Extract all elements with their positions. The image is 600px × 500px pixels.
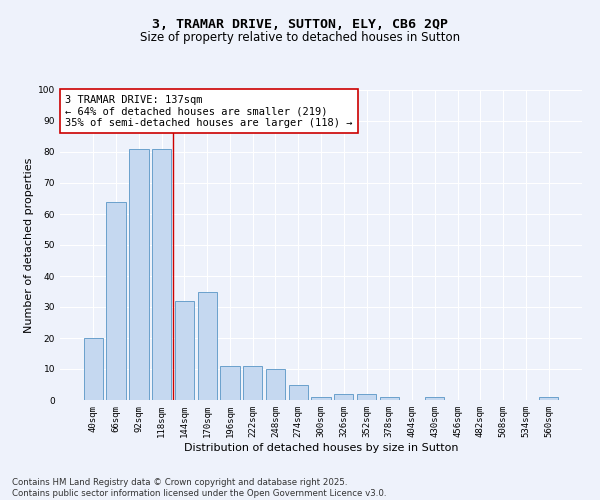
Bar xyxy=(539,397,558,400)
Bar xyxy=(106,202,126,400)
Bar xyxy=(380,397,399,400)
Bar xyxy=(175,301,194,400)
Text: Size of property relative to detached houses in Sutton: Size of property relative to detached ho… xyxy=(140,31,460,44)
X-axis label: Distribution of detached houses by size in Sutton: Distribution of detached houses by size … xyxy=(184,442,458,452)
Bar xyxy=(152,149,172,400)
Text: 3, TRAMAR DRIVE, SUTTON, ELY, CB6 2QP: 3, TRAMAR DRIVE, SUTTON, ELY, CB6 2QP xyxy=(152,18,448,30)
Y-axis label: Number of detached properties: Number of detached properties xyxy=(24,158,34,332)
Bar xyxy=(266,369,285,400)
Bar xyxy=(311,397,331,400)
Bar xyxy=(220,366,239,400)
Bar xyxy=(129,149,149,400)
Text: 3 TRAMAR DRIVE: 137sqm
← 64% of detached houses are smaller (219)
35% of semi-de: 3 TRAMAR DRIVE: 137sqm ← 64% of detached… xyxy=(65,94,353,128)
Bar xyxy=(289,384,308,400)
Bar xyxy=(84,338,103,400)
Bar xyxy=(197,292,217,400)
Bar xyxy=(357,394,376,400)
Text: Contains HM Land Registry data © Crown copyright and database right 2025.
Contai: Contains HM Land Registry data © Crown c… xyxy=(12,478,386,498)
Bar xyxy=(425,397,445,400)
Bar xyxy=(334,394,353,400)
Bar xyxy=(243,366,262,400)
